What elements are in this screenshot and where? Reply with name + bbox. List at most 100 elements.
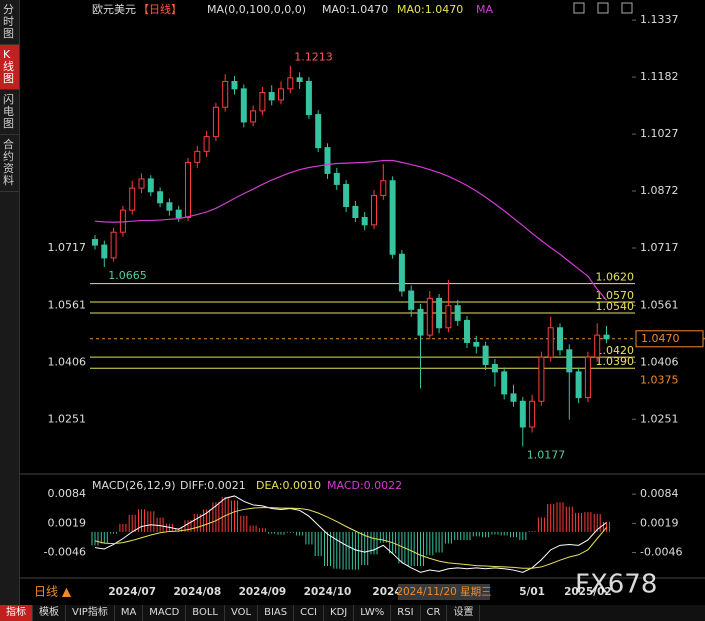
window-icon[interactable]: [573, 2, 585, 14]
candle-body: [333, 172, 340, 185]
macd-tick-label: 0.0084: [640, 487, 679, 500]
macd-tick-label: 0.0019: [640, 516, 679, 529]
toolbar-button[interactable]: 设置: [447, 605, 481, 621]
candle-body: [296, 77, 303, 83]
candle-body: [575, 371, 582, 399]
candle-body: [278, 88, 284, 101]
toolbar-button[interactable]: BIAS: [258, 605, 295, 621]
level-label: 1.0620: [596, 271, 635, 284]
y-tick-label: 1.0717: [640, 241, 679, 254]
candle-body: [426, 297, 433, 336]
y-tick-label: 1.0406: [640, 355, 679, 368]
level-label: 1.0390: [596, 355, 635, 368]
y-tick-label: 1.0561: [48, 298, 87, 311]
candle-body: [482, 345, 489, 366]
toolbar-button[interactable]: VOL: [225, 605, 259, 621]
candle-body: [519, 400, 526, 428]
low-label: 1.0177: [527, 448, 566, 461]
side-tab[interactable]: 合约资料: [0, 135, 19, 192]
sidebar: 分时图 K线图 闪电图 合约资料: [0, 0, 20, 605]
tooltip-date: 2024/11/20 星期三: [396, 586, 491, 598]
window-icon[interactable]: [621, 2, 633, 14]
candle-body: [529, 400, 536, 428]
macd-tick-label: -0.0046: [44, 546, 86, 559]
candle-body: [557, 327, 563, 351]
low-label: 1.0665: [108, 269, 147, 282]
last-price-box: [635, 330, 704, 348]
y-tick-label: 1.0872: [640, 184, 679, 197]
candle-body: [408, 290, 415, 310]
y-tick-label: 1.1337: [640, 13, 679, 26]
candle-body: [138, 178, 145, 189]
side-tab[interactable]: K线图: [0, 45, 19, 90]
toolbar-button[interactable]: RSI: [391, 605, 421, 621]
toolbar-button[interactable]: 指标: [0, 605, 33, 621]
candle-body: [110, 231, 117, 259]
candle-body: [566, 349, 573, 373]
y-tick-label: 1.0406: [48, 355, 87, 368]
x-tick-label: 2024/07: [108, 586, 156, 598]
ma-name: MA: [476, 3, 493, 16]
ma-value: MA0:1.0470: [322, 3, 388, 16]
candle-body: [436, 297, 443, 329]
macd-value: MACD:0.0022: [327, 479, 402, 492]
x-tick-label: 2024/10: [304, 586, 352, 598]
toolbar-button[interactable]: MA: [115, 605, 144, 621]
candle-body: [250, 110, 257, 123]
y-tick-label: 1.0251: [48, 412, 87, 425]
ma-value: MA0:1.0470: [397, 3, 463, 16]
window-icon[interactable]: [597, 2, 609, 14]
candle-body: [538, 356, 545, 402]
side-tab[interactable]: 闪电图: [0, 90, 19, 135]
candle-body: [445, 305, 452, 329]
candle-body: [101, 244, 108, 259]
candle-body: [268, 92, 275, 101]
toolbar-button[interactable]: LW%: [354, 605, 392, 621]
candle-body: [231, 81, 238, 90]
diff-line: [94, 495, 607, 573]
candle-body: [147, 178, 154, 193]
toolbar-button[interactable]: MACD: [143, 605, 187, 621]
dea-line: [94, 507, 607, 569]
side-tab[interactable]: 分时图: [0, 0, 19, 45]
macd-title: MACD(26,12,9): [92, 479, 176, 492]
macd-tick-label: 0.0019: [48, 516, 87, 529]
macd-dea: DEA:0.0010: [256, 479, 321, 492]
candle-body: [194, 150, 201, 163]
x-tick-label: 2025/02: [564, 586, 612, 598]
macd-diff: DIFF:0.0021: [180, 479, 246, 492]
candle-body: [398, 253, 405, 292]
candle-body: [417, 308, 424, 336]
toolbar-button[interactable]: VIP指标: [66, 605, 115, 621]
y-tick-label: 1.0251: [640, 412, 679, 425]
chart: 欧元美元 【日线】 MA(0,0,100,0,0,0) MA0:1.0470 M…: [20, 2, 705, 600]
candle-body: [547, 327, 554, 358]
candle-body: [212, 106, 219, 138]
candle-body: [315, 114, 322, 149]
y-tick-label: 1.1027: [640, 127, 679, 140]
toolbar-button[interactable]: CR: [421, 605, 448, 621]
candle-body: [305, 81, 312, 116]
candle-body: [584, 356, 591, 399]
candle-body: [352, 205, 359, 218]
candle-body: [175, 209, 182, 218]
x-tick-label: 2024/09: [239, 586, 287, 598]
toolbar-button[interactable]: 模板: [33, 605, 66, 621]
candle-body: [259, 92, 266, 112]
y-tick-label: 1.0717: [48, 241, 87, 254]
candle-body: [240, 88, 247, 123]
toolbar-button[interactable]: CCI: [294, 605, 325, 621]
candle-body: [473, 341, 480, 347]
period-switch[interactable]: 日线 ▲: [34, 585, 72, 599]
macd-tick-label: -0.0046: [640, 546, 682, 559]
candle-body: [166, 202, 173, 211]
toolbar-button[interactable]: KDJ: [324, 605, 355, 621]
y-tick-label: 1.0561: [640, 298, 679, 311]
x-tick-label: 2024/08: [173, 586, 221, 598]
candle-body: [92, 239, 98, 246]
cursor-price-box: [636, 373, 680, 388]
candle-body: [464, 319, 470, 343]
toolbar-button[interactable]: BOLL: [186, 605, 225, 621]
candle-body: [287, 77, 294, 90]
